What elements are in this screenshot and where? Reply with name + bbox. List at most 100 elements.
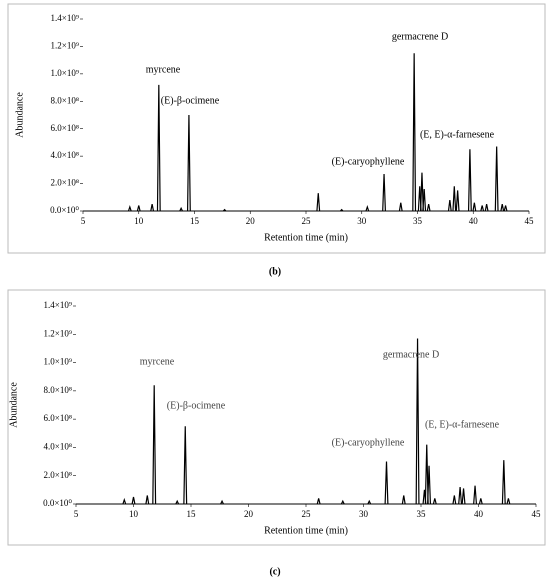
peak [461,488,466,505]
y-tick-label: 1.2×10⁹ [51,40,79,50]
peak [222,208,227,212]
peak-annotation: germacrene D [392,31,448,42]
y-tick-label: 0.0×10⁰ [50,205,79,215]
y-tick-label: 8.0×10⁸ [44,385,72,395]
peak [455,190,460,212]
peak [186,114,191,212]
peak [401,495,406,505]
peak-annotation: germacrene D [383,349,439,360]
x-tick-label: 25 [302,216,312,226]
y-tick-label: 0.0×10⁰ [43,498,72,508]
peak [432,498,437,505]
x-tick-label: 10 [134,216,144,226]
y-tick-label: 8.0×10⁸ [51,95,79,105]
peak [136,205,141,212]
peak-annotation: (E)-caryophyllene [332,437,405,448]
x-tick-label: 5 [74,509,79,519]
x-tick-label: 25 [302,509,312,519]
y-axis-title: Abundance [14,92,25,138]
y-tick-label: 1.0×10⁹ [44,357,72,367]
y-tick-label: 2.0×10⁸ [51,178,79,188]
y-tick-label: 1.2×10⁹ [44,328,72,338]
peak [412,53,417,212]
peak [339,208,344,212]
peak [156,84,161,212]
peak [473,485,478,505]
peak [145,495,150,505]
peak [420,172,424,212]
peak-annotation: (E)-β-ocimene [161,95,220,106]
peak [447,199,452,212]
peak [467,149,472,212]
y-tick-label: 4.0×10⁸ [44,441,72,451]
x-axis-title: Retention time (min) [264,232,348,243]
x-tick-label: 15 [187,509,197,519]
peak [484,204,489,212]
peak [506,498,511,505]
panel-label: (c) [269,566,280,577]
x-axis-title: Retention time (min) [264,525,348,536]
peak [127,204,132,212]
peak [316,193,321,212]
y-axis-title: Abundance [8,382,19,428]
x-tick-label: 35 [413,216,423,226]
peak [175,499,180,505]
peak [422,189,427,212]
peak [503,205,508,212]
peak-annotation: (E)-caryophyllene [332,156,405,167]
peak [480,205,485,212]
peak [472,202,477,212]
peak [426,204,431,212]
peak [340,499,345,505]
y-tick-label: 1.0×10⁹ [51,68,79,78]
peak [452,495,457,505]
peak [415,338,420,505]
y-tick-label: 1.4×10⁹ [51,13,79,23]
x-tick-label: 40 [474,509,484,519]
peak [382,173,386,212]
peak [367,499,372,505]
x-tick-label: 15 [190,216,200,226]
peak [122,497,127,505]
y-tick-label: 6.0×10⁸ [44,413,72,423]
peak [424,444,429,505]
y-tick-label: 6.0×10⁸ [51,123,79,133]
peak [501,460,506,505]
y-tick-label: 1.4×10⁹ [44,300,72,310]
peak [150,204,155,212]
x-tick-label: 20 [246,216,256,226]
x-tick-label: 35 [417,509,427,519]
peak [131,496,136,505]
x-tick-label: 20 [244,509,254,519]
peak [384,461,389,505]
x-tick-label: 30 [359,509,369,519]
x-tick-label: 45 [525,216,535,226]
peak-annotation: myrcene [146,64,181,75]
chart-frame [7,3,546,254]
x-tick-label: 10 [129,509,139,519]
panel-label: (b) [269,266,281,277]
peak [316,498,321,505]
peak [183,426,188,505]
peak [500,204,505,212]
peak-annotation: (E, E)-α-farnesene [425,419,500,430]
x-tick-label: 30 [357,216,367,226]
peak [452,186,457,212]
x-tick-label: 45 [532,509,542,519]
peak-annotation: myrcene [140,356,175,367]
chart-frame [7,289,546,546]
peak [179,206,183,212]
peak-annotation: (E)-β-ocimene [167,400,226,411]
y-tick-label: 2.0×10⁸ [44,470,72,480]
peak [494,146,499,212]
peak [365,204,370,212]
x-tick-label: 5 [81,216,86,226]
peak [478,498,483,505]
peak [427,465,432,505]
peak [458,486,463,505]
peak [220,499,224,505]
peak [152,385,157,505]
peak-annotation: (E, E)-α-farnesene [420,129,495,140]
peak [398,202,403,212]
